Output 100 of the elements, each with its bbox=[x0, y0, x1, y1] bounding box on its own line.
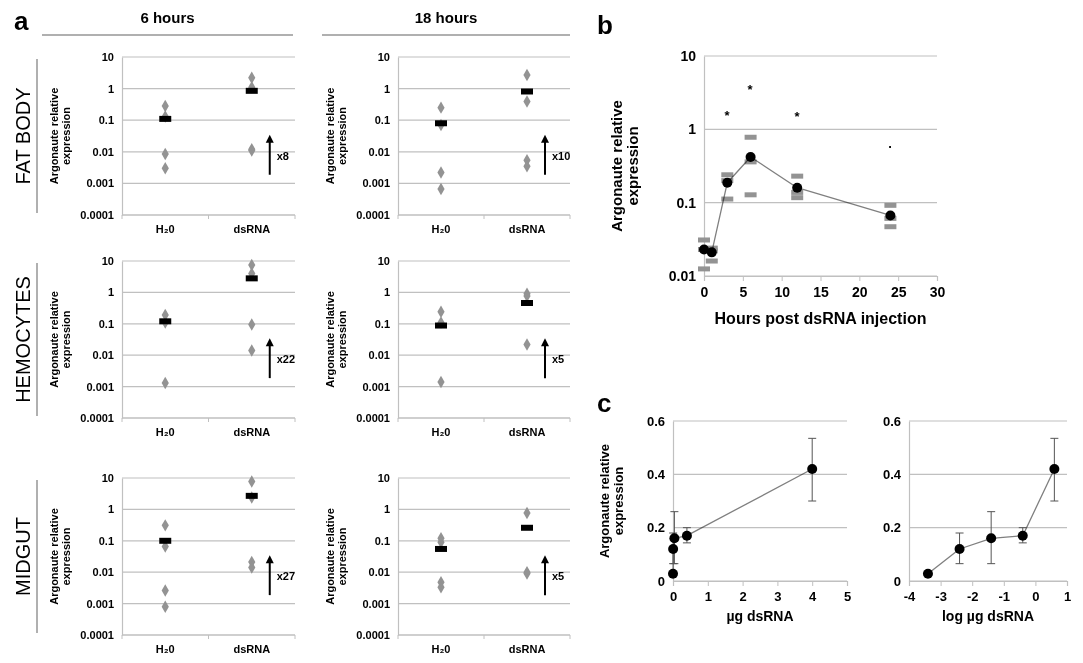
y-tick-label: 0.01 bbox=[92, 566, 114, 579]
y-axis-title: Argonaute relative expression bbox=[324, 291, 348, 388]
x-tick-label: 0 bbox=[700, 283, 709, 300]
y-tick-label: 10 bbox=[377, 255, 390, 268]
x-axis-title: log µg dsRNA bbox=[941, 608, 1035, 624]
y-tick-label: 0.0001 bbox=[80, 209, 114, 222]
x-tick-label: dsRNA bbox=[508, 223, 546, 235]
x-tick-label: dsRNA bbox=[508, 426, 546, 438]
y-tick-label: 0.2 bbox=[882, 520, 901, 536]
y-tick-label: 1 bbox=[383, 503, 390, 516]
annotation: x8 bbox=[276, 149, 289, 162]
y-tick-label: 0.6 bbox=[882, 413, 901, 429]
x-tick-label: H₂0 bbox=[431, 643, 451, 655]
x-tick-label: dsRNA bbox=[233, 223, 271, 235]
text: b bbox=[597, 10, 613, 40]
x-tick-label: dsRNA bbox=[508, 643, 546, 655]
x-tick-label: 3 bbox=[774, 589, 782, 605]
y-tick-label: 0.01 bbox=[368, 566, 390, 579]
x-tick-label: -4 bbox=[903, 589, 917, 605]
y-tick-label: 0.4 bbox=[882, 466, 902, 482]
point bbox=[745, 151, 756, 162]
x-tick-label: 5 bbox=[739, 283, 748, 300]
y-axis-title: Argonaute relative expression bbox=[48, 508, 72, 605]
y-tick-label: 0.001 bbox=[362, 177, 390, 190]
y-tick-label: 10 bbox=[101, 255, 114, 268]
chart-title: 6 hours bbox=[140, 9, 195, 26]
x-tick-label: -3 bbox=[935, 589, 947, 605]
y-tick-label: 0 bbox=[657, 573, 665, 589]
y-tick-label: 0.01 bbox=[92, 349, 114, 362]
y-tick-label: 0.0001 bbox=[356, 209, 390, 222]
y-tick-label: 10 bbox=[377, 472, 390, 485]
y-tick-label: 0.001 bbox=[86, 380, 114, 393]
x-tick-label: -2 bbox=[966, 589, 979, 605]
text: HEMOCYTES bbox=[12, 276, 34, 403]
y-tick-label: 1 bbox=[688, 121, 697, 138]
y-tick-label: 0 bbox=[893, 573, 901, 589]
y-tick-label: 10 bbox=[101, 51, 114, 64]
point bbox=[954, 544, 965, 554]
annotation: * bbox=[724, 107, 731, 123]
annotation: * bbox=[747, 81, 754, 97]
chart-title: 18 hours bbox=[414, 9, 478, 26]
text: c bbox=[597, 388, 612, 418]
annotation: x5 bbox=[552, 570, 565, 583]
x-tick-label: H₂0 bbox=[431, 223, 451, 235]
point bbox=[807, 464, 818, 474]
y-tick-label: 0.01 bbox=[368, 145, 390, 158]
point bbox=[792, 182, 803, 193]
point bbox=[986, 533, 997, 544]
point bbox=[668, 544, 679, 554]
y-axis-title: Argonaute relative expression bbox=[597, 443, 626, 559]
annotation: x27 bbox=[276, 570, 296, 583]
x-axis-title: Hours post dsRNA injection bbox=[714, 310, 927, 327]
x-tick-label: H₂0 bbox=[155, 223, 175, 235]
y-tick-label: 0.1 bbox=[374, 534, 390, 547]
x-tick-label: 0 bbox=[1032, 589, 1040, 605]
y-tick-label: 0.0001 bbox=[356, 412, 390, 425]
point bbox=[722, 177, 733, 188]
text: a bbox=[14, 6, 29, 36]
y-tick-label: 10 bbox=[680, 47, 697, 64]
y-tick-label: 0.1 bbox=[98, 534, 114, 547]
x-tick-label: 5 bbox=[843, 589, 852, 605]
y-tick-label: 0.4 bbox=[646, 466, 666, 482]
x-tick-label: 4 bbox=[809, 589, 818, 605]
y-tick-label: 0.6 bbox=[646, 413, 665, 429]
y-tick-label: 1 bbox=[107, 503, 114, 516]
x-tick-label: -1 bbox=[998, 589, 1011, 605]
y-tick-label: 0.1 bbox=[98, 317, 114, 330]
y-tick-label: 0.1 bbox=[374, 317, 390, 330]
y-tick-label: 1 bbox=[107, 82, 114, 95]
x-tick-label: H₂0 bbox=[155, 643, 175, 655]
y-axis-title: Argonaute relative expression bbox=[48, 87, 72, 185]
y-tick-label: 0.01 bbox=[368, 349, 390, 362]
y-tick-label: 0.0001 bbox=[80, 412, 114, 425]
annotation: x22 bbox=[276, 353, 296, 366]
y-tick-label: 1 bbox=[383, 82, 390, 95]
point bbox=[922, 568, 933, 579]
y-tick-label: 0.1 bbox=[676, 194, 697, 211]
y-tick-label: 0.001 bbox=[362, 597, 390, 610]
x-tick-label: H₂0 bbox=[155, 426, 175, 438]
annotation: x10 bbox=[552, 149, 571, 162]
x-tick-label: H₂0 bbox=[431, 426, 451, 438]
annotation: x5 bbox=[552, 353, 565, 366]
x-tick-label: 25 bbox=[890, 283, 907, 300]
point bbox=[885, 210, 896, 221]
x-tick-label: 15 bbox=[813, 283, 829, 300]
text: MIDGUT bbox=[12, 517, 34, 596]
y-tick-label: 0.001 bbox=[86, 177, 114, 190]
y-tick-label: 0.0001 bbox=[80, 629, 114, 642]
x-tick-label: 1 bbox=[704, 589, 712, 605]
y-axis-title: Argonaute relative expression bbox=[324, 508, 348, 605]
y-tick-label: 0.1 bbox=[374, 114, 390, 127]
y-axis-title: Argonaute relative expression bbox=[607, 100, 641, 232]
x-tick-label: 30 bbox=[929, 283, 946, 300]
x-tick-label: 10 bbox=[774, 283, 791, 300]
point bbox=[1049, 464, 1060, 474]
x-axis-title: µg dsRNA bbox=[726, 608, 794, 624]
y-tick-label: 0.01 bbox=[92, 145, 114, 158]
point bbox=[669, 533, 680, 544]
x-tick-label: dsRNA bbox=[233, 426, 271, 438]
y-tick-label: 0.0001 bbox=[356, 629, 390, 642]
